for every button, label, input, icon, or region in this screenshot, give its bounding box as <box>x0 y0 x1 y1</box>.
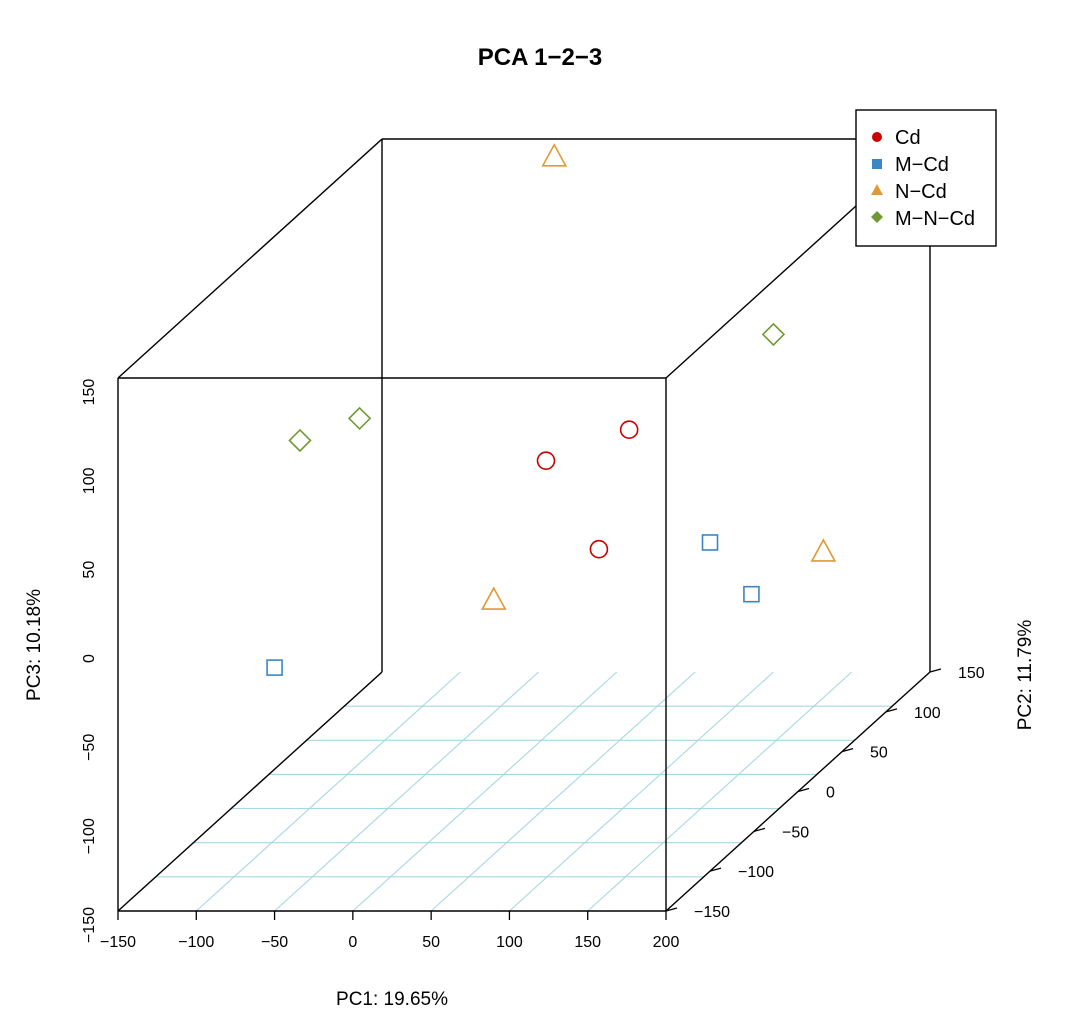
x-axis-ticks: −150 −100 −50 0 50 100 150 200 <box>100 911 679 951</box>
legend-label-n-cd: N−Cd <box>895 181 947 203</box>
point-m-n-cd <box>761 322 786 347</box>
x-tick-label: 100 <box>496 934 523 951</box>
point-n-cd <box>810 538 837 562</box>
y-tick-label: 0 <box>826 785 835 802</box>
grid-line-x <box>195 671 461 912</box>
z-axis-ticks: −150 −100 −50 0 50 100 150 <box>81 379 98 943</box>
y-axis-label: PC2: 11.79% <box>1015 620 1036 731</box>
point-m-cd <box>266 659 283 676</box>
legend: Cd M−Cd N−Cd M−N−Cd <box>855 109 997 247</box>
grid-line-x <box>509 671 774 912</box>
grid-line-x <box>274 671 539 912</box>
y-tick-mark <box>753 827 766 832</box>
point-m-cd <box>743 585 760 603</box>
point-m-n-cd <box>288 428 312 453</box>
z-tick-label: 100 <box>81 467 98 494</box>
grid-line-x <box>587 671 853 912</box>
x-tick-label: −100 <box>178 934 214 951</box>
grid-line-x <box>430 671 696 912</box>
legend-item-cd: Cd <box>872 127 921 149</box>
z-tick-label: 50 <box>81 561 98 579</box>
z-axis-label: PC3: 10.18% <box>24 589 45 701</box>
floor-grid <box>155 671 893 912</box>
legend-item-m-cd: M−Cd <box>872 154 949 176</box>
point-cd <box>589 539 609 559</box>
y-tick-label: −100 <box>738 864 774 881</box>
data-points <box>266 143 837 676</box>
point-cd <box>536 451 556 470</box>
y-tick-mark <box>929 668 942 673</box>
legend-label-m-cd: M−Cd <box>895 154 949 176</box>
x-axis-label: PC1: 19.65% <box>336 989 448 1010</box>
y-tick-mark <box>885 708 898 713</box>
y-tick-label: −150 <box>694 904 730 921</box>
z-tick-label: −50 <box>81 734 98 761</box>
x-tick-label: −150 <box>100 934 136 951</box>
y-tick-label: −50 <box>782 824 809 841</box>
legend-item-m-n-cd: M−N−Cd <box>871 208 975 230</box>
point-m-n-cd <box>347 406 372 431</box>
point-n-cd <box>541 143 568 167</box>
y-tick-mark <box>665 907 678 912</box>
x-tick-label: 50 <box>422 934 440 951</box>
legend-marker-cd <box>872 132 882 142</box>
z-tick-label: 0 <box>81 654 98 663</box>
legend-label-cd: Cd <box>895 127 921 149</box>
legend-marker-m-cd <box>872 159 882 169</box>
point-m-cd <box>701 534 719 551</box>
x-tick-label: 200 <box>653 934 680 951</box>
z-tick-label: 150 <box>81 379 98 406</box>
y-tick-mark <box>709 867 722 872</box>
y-tick-mark <box>797 787 810 793</box>
box-edge <box>117 138 383 379</box>
legend-item-n-cd: N−Cd <box>871 181 947 203</box>
legend-marker-n-cd <box>871 184 883 195</box>
z-tick-label: −150 <box>81 907 98 943</box>
y-axis-ticks: −150 −100 −50 0 50 100 150 <box>665 665 985 921</box>
x-tick-label: 0 <box>348 934 357 951</box>
y-tick-label: 50 <box>870 745 888 762</box>
chart-title: PCA 1−2−3 <box>478 44 603 71</box>
z-tick-label: −100 <box>81 818 98 854</box>
legend-marker-m-n-cd <box>871 211 883 223</box>
point-cd <box>619 420 639 440</box>
box-edge <box>117 671 383 912</box>
y-tick-mark <box>841 748 854 753</box>
bounding-box <box>117 138 931 912</box>
grid-line-x <box>352 671 618 912</box>
x-tick-label: −50 <box>261 934 288 951</box>
y-tick-label: 150 <box>958 665 985 682</box>
point-n-cd <box>480 586 507 610</box>
y-tick-label: 100 <box>914 705 941 722</box>
legend-label-m-n-cd: M−N−Cd <box>895 208 975 230</box>
x-tick-label: 150 <box>574 934 601 951</box>
